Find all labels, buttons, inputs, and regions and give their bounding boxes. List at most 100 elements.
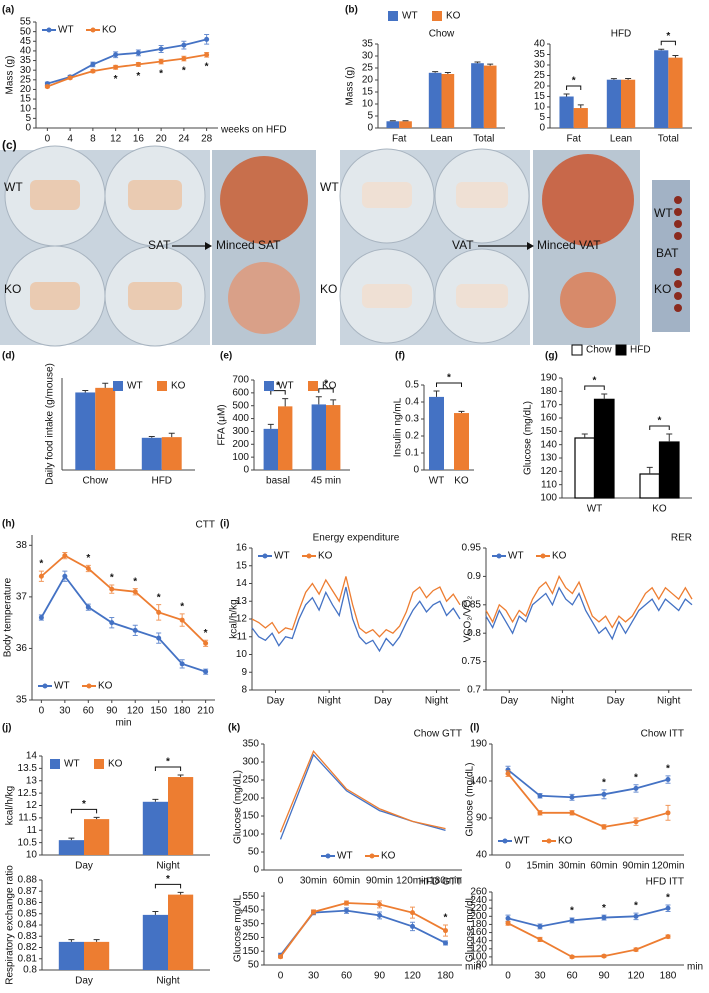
y-tick-label: 120 [470,943,487,954]
bar [454,413,469,470]
significance: * [593,376,597,387]
panel-label: (a) [2,5,14,16]
y-axis-label: Glucose (mg/dL) [465,763,476,837]
y-axis-label: Body temperature [3,577,14,657]
sig-bracket [70,808,98,814]
error-bar [666,433,673,442]
x-tick-label: Night [156,861,180,872]
significance: * [39,559,43,570]
series-line [485,586,693,641]
y-tick-label: 0.81 [18,953,38,964]
error-bar [267,423,274,429]
significance: * [634,772,638,783]
error-bar [330,399,337,406]
bar [593,398,615,499]
y-axis-label: Glucose (mg/dL) [233,770,244,844]
y-tick-label: 140 [470,935,487,946]
point [156,609,162,615]
chart-title: HFD ITT [646,877,684,888]
point [665,777,671,783]
error-bar [610,78,617,80]
error-bar [646,466,653,474]
point [67,75,73,81]
error-bar [177,774,184,778]
y-tick-label: 450 [242,905,259,916]
y-tick-label: 0 [253,865,259,876]
legend-label: WT [402,11,418,22]
x-tick-label: 30 [308,971,320,982]
y-tick-label: 0.84 [18,920,38,931]
error-bar [672,55,679,58]
panel-label: (d) [2,351,15,362]
x-tick-label: Day [75,976,93,987]
series-line [279,902,446,958]
bar [471,63,484,129]
x-tick-label: 0 [505,861,511,872]
point [109,586,115,592]
point [203,669,209,675]
x-tick-label: 60 [83,706,95,717]
point [311,909,316,915]
x-tick-label: 120min [652,861,685,872]
y-tick-label: 13.5 [18,763,38,774]
legend-swatch [157,381,167,391]
error-bar [282,398,289,407]
chart-title: HFD [611,29,632,40]
point [410,923,415,929]
series-line [507,922,669,958]
significance: * [182,66,186,77]
y-tick-label: 110 [541,479,557,490]
point [90,68,96,74]
error-bar [581,433,588,438]
x-tick-label: 0 [505,971,511,982]
tissue-label: SAT [148,238,171,252]
x-tick-label: KO [454,476,469,487]
bar [58,840,84,855]
y-tick-label: 12.5 [18,788,38,799]
y-tick-label: 300 [242,757,259,768]
y-tick-label: 15 [236,560,248,571]
point [344,908,349,914]
error-bar [563,93,570,97]
point [633,913,639,919]
point [601,791,607,797]
legend-label: KO [381,851,396,862]
legend-label: WT [514,836,530,847]
y-tick-label: 25 [534,70,546,81]
y-tick-label: 36 [16,643,28,654]
y-tick-label: 260 [470,887,487,898]
minced-tissue [228,262,300,334]
bar [75,392,96,470]
legend-swatch [325,853,331,859]
point [505,915,511,921]
x-tick-label: KO [652,504,667,515]
error-bar [658,48,665,51]
x-tick-label: Total [658,134,679,145]
error-bar [487,63,494,66]
point [537,923,543,929]
y-tick-label: 5 [539,112,545,123]
significance: * [82,799,86,810]
legend-swatch [369,853,375,859]
y-tick-label: 37 [16,592,28,603]
y-tick-label: 50 [248,847,260,858]
y-tick-label: 38 [16,540,28,551]
x-tick-label: 15min [526,861,553,872]
x-tick-label: 8 [90,134,96,145]
point [278,954,283,960]
legend-swatch [94,759,104,769]
bar [639,473,661,499]
significance: * [570,906,574,917]
significance: * [114,74,118,85]
point [569,917,575,923]
legend-label: WT [64,759,80,770]
y-tick-label: 190 [540,373,557,384]
bar [161,437,182,470]
y-tick-label: 500 [232,400,249,411]
x-tick-label: 30 [59,706,71,717]
arrow-head [205,242,212,250]
y-tick-label: 0 [413,465,419,476]
error-bar [93,939,100,942]
point [537,936,543,942]
y-tick-label: 160 [540,413,557,424]
